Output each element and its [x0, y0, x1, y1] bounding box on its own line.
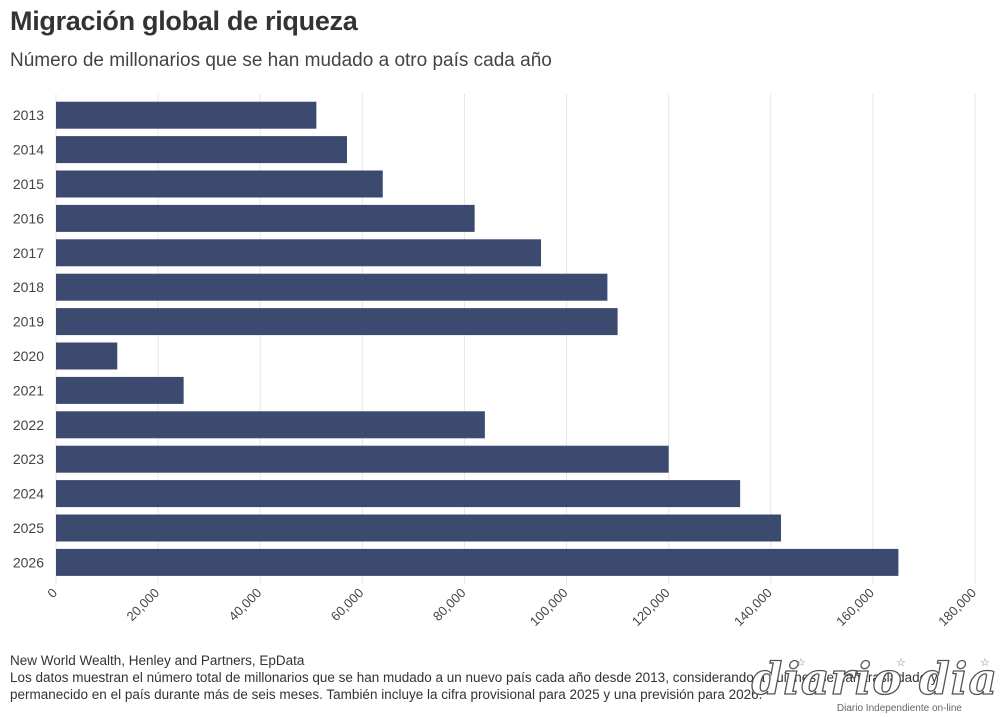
y-tick-label: 2013	[13, 107, 44, 123]
star-icon: ☆	[796, 657, 806, 669]
y-tick-label: 2014	[13, 142, 44, 158]
x-tick-label: 60,000	[328, 585, 367, 624]
source-text: New World Wealth, Henley and Partners, E…	[10, 653, 305, 668]
gridlines	[55, 94, 976, 584]
bar-2018	[56, 273, 608, 301]
y-tick-label: 2018	[13, 279, 44, 295]
star-icon: ☆	[896, 657, 906, 669]
x-tick-label: 0	[44, 585, 60, 601]
bar-2016	[56, 204, 475, 232]
bar-2013	[56, 101, 317, 129]
bar-2024	[56, 480, 741, 508]
chart-title: Migración global de riqueza	[10, 6, 358, 36]
watermark-tagline: Diario Independiente on-line	[836, 703, 962, 714]
watermark-logo: diario dia	[751, 653, 998, 705]
chart-footer: New World Wealth, Henley and Partners, E…	[10, 652, 990, 703]
y-axis-labels: 2013 2014 2015 2016 2017 2018 2019 2020 2021 2022…	[13, 107, 44, 570]
y-tick-label: 2016	[13, 210, 44, 226]
bar-2026	[56, 548, 899, 576]
y-tick-label: 2025	[13, 520, 44, 536]
star-icon: ☆	[980, 657, 990, 669]
y-tick-label: 2021	[13, 382, 44, 398]
x-tick-label: 140,000	[731, 585, 775, 629]
x-tick-label: 100,000	[527, 585, 571, 629]
bar-2023	[56, 445, 669, 473]
bar-2020	[56, 342, 118, 370]
y-tick-label: 2023	[13, 451, 44, 467]
y-tick-label: 2026	[13, 554, 44, 570]
bar-chart: 2013 2014 2015 2016 2017 2018 2019 2020 2021 2022…	[13, 94, 979, 629]
x-tick-label: 40,000	[226, 585, 265, 624]
y-tick-label: 2020	[13, 348, 44, 364]
note-text: Los datos muestran el número total de mi…	[10, 670, 938, 702]
y-tick-label: 2017	[13, 245, 44, 261]
y-tick-label: 2019	[13, 314, 44, 330]
bar-2019	[56, 308, 618, 336]
bar-2014	[56, 136, 348, 164]
x-tick-label: 20,000	[124, 585, 163, 624]
x-tick-label: 180,000	[935, 585, 979, 629]
bar-2025	[56, 514, 781, 542]
x-tick-label: 160,000	[833, 585, 877, 629]
watermark: ☆ ☆ ☆ diario dia Diario Independiente on…	[751, 653, 998, 716]
x-axis-labels: 0 20,000 40,000 60,000 80,000 100,000 120,000 1…	[44, 585, 979, 629]
bar-2022	[56, 411, 485, 439]
chart-subtitle: Número de millonarios que se han mudado …	[10, 50, 552, 71]
y-tick-label: 2024	[13, 486, 44, 502]
bar-2017	[56, 239, 542, 267]
y-tick-label: 2022	[13, 417, 44, 433]
x-tick-label: 80,000	[430, 585, 469, 624]
bar-2021	[56, 376, 184, 404]
bar-2015	[56, 170, 383, 198]
bars-group	[56, 101, 899, 576]
x-tick-label: 120,000	[629, 585, 673, 629]
y-tick-label: 2015	[13, 176, 44, 192]
